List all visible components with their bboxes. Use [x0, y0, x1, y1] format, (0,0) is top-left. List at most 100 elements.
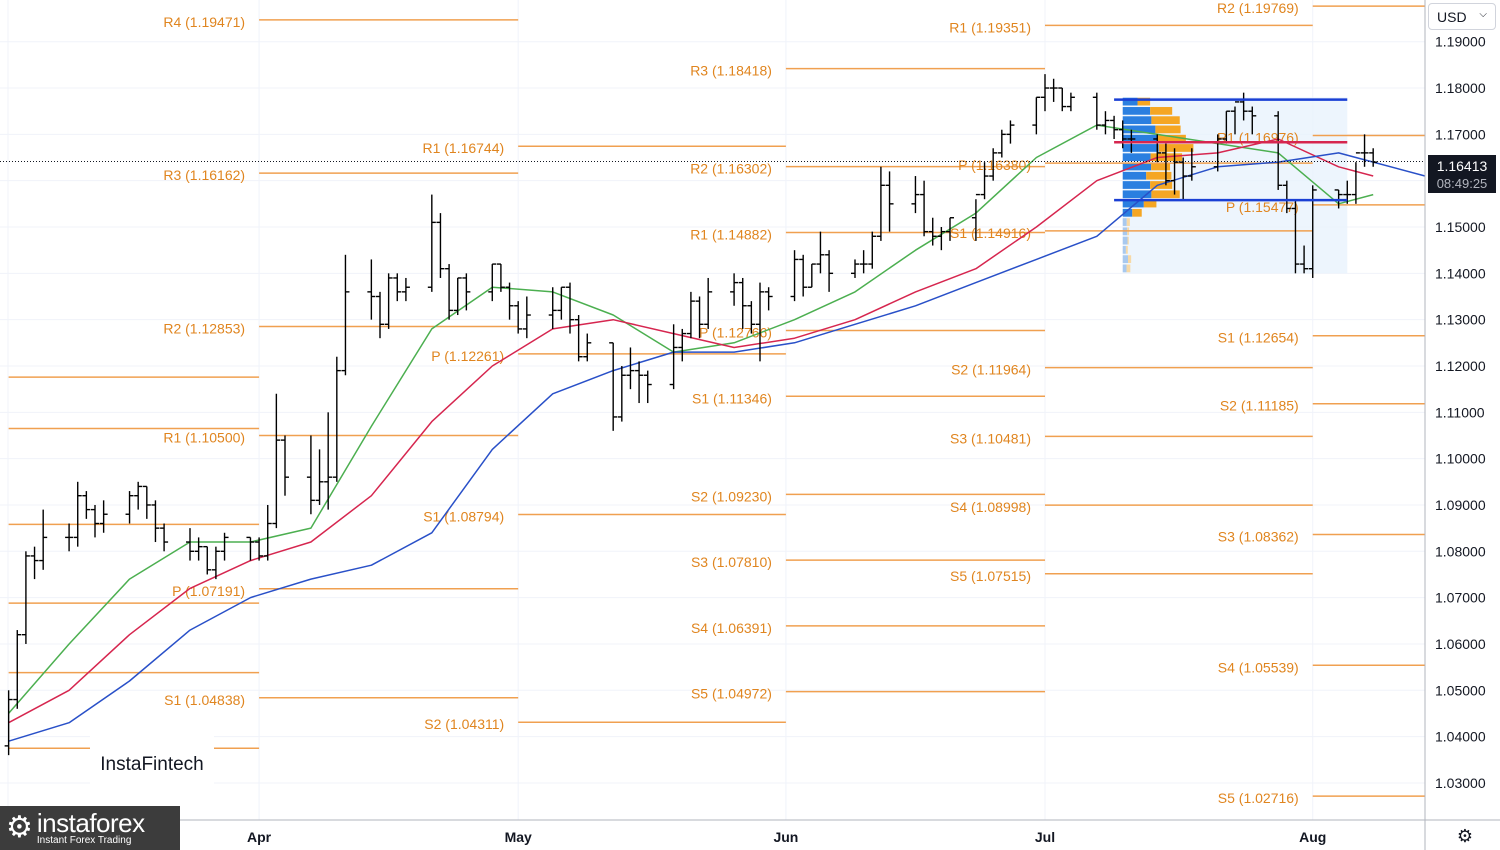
volume-profile-bar-orange [1151, 190, 1180, 199]
candle [1092, 92, 1101, 130]
pivot-level-label: R1 (1.10500) [163, 429, 245, 445]
pivot-level-label: S1 (1.11346) [692, 390, 772, 406]
candle [1110, 115, 1119, 139]
candle [747, 301, 756, 334]
candle [1300, 245, 1309, 274]
candle [1032, 96, 1041, 135]
candle [220, 532, 229, 561]
current-price-label: 1.16413 08:49:25 [1428, 155, 1496, 193]
candle [730, 273, 739, 306]
volume-profile-bar-orange [1132, 208, 1142, 217]
candle [997, 129, 1006, 158]
y-tick-label: 1.18000 [1435, 80, 1486, 96]
volume-profile-bar-orange [1157, 134, 1186, 143]
candle [1049, 78, 1058, 102]
candle [1058, 87, 1067, 112]
volume-profile-bar-blue [1122, 246, 1126, 254]
instaforex-logo: ⚙ instaforex Instant Forex Trading [0, 806, 180, 850]
logo-subtitle: Instant Forex Trading [36, 834, 132, 846]
y-tick-label: 1.19000 [1435, 34, 1486, 50]
candle [557, 286, 566, 320]
volume-profile-bar-blue [1122, 181, 1151, 189]
candle [548, 287, 557, 329]
candle [617, 365, 626, 422]
candle [462, 273, 471, 311]
candle [488, 263, 497, 302]
x-tick-label: Jul [1035, 829, 1055, 845]
candle [401, 277, 410, 302]
candle [186, 528, 194, 561]
candle [272, 393, 281, 529]
pivot-level-label: S1 (1.08794) [423, 509, 504, 525]
candle [13, 630, 22, 709]
candles [4, 74, 1378, 756]
candle [151, 500, 160, 543]
candle [4, 690, 13, 756]
candle [1360, 134, 1369, 167]
candle [756, 282, 764, 362]
candle [203, 545, 212, 575]
candle [1231, 101, 1239, 135]
candle [21, 551, 30, 644]
candle [980, 162, 989, 200]
candle [1153, 134, 1162, 163]
candle [99, 500, 108, 533]
candle [643, 370, 652, 404]
candle [738, 277, 747, 329]
candle [868, 231, 877, 269]
volume-profile-bar-blue [1122, 208, 1133, 217]
candle [609, 342, 618, 431]
volume-profile-bar-blue [1122, 218, 1127, 226]
volume-profile-bar-blue [1122, 153, 1151, 162]
candle [82, 491, 91, 519]
x-tick-label: Jun [773, 829, 798, 845]
candle [920, 180, 929, 237]
candle [946, 217, 954, 241]
candle [1161, 143, 1170, 186]
y-tick-label: 1.08000 [1435, 543, 1486, 559]
pivot-level-label: R4 (1.19471) [163, 14, 245, 30]
candle [514, 301, 523, 334]
candle [427, 194, 436, 292]
pivot-level-label: S5 (1.07515) [950, 568, 1031, 584]
pivot-level-label: S1 (1.14916) [950, 225, 1031, 241]
volume-profile-bar-orange [1150, 181, 1173, 189]
candle [393, 273, 402, 302]
volume-profile-bar-orange [1151, 116, 1180, 125]
candle [453, 277, 462, 316]
candle [306, 435, 315, 515]
currency-select[interactable]: USD ⌵ [1428, 3, 1496, 30]
moving-average-line [8, 138, 1374, 724]
candle [160, 523, 169, 552]
volume-profile-bar-orange [1137, 97, 1151, 106]
pivot-level-label: R3 (1.16162) [163, 167, 245, 183]
y-tick-label: 1.10000 [1435, 451, 1486, 467]
candle [704, 277, 713, 329]
candle [566, 282, 574, 334]
candle [341, 254, 350, 376]
candle [851, 259, 859, 278]
insta-fintech-text: InstaFintech [100, 754, 204, 775]
volume-profile-bar-blue [1122, 97, 1138, 106]
candle [1291, 199, 1300, 274]
pivot-level-label: P (1.07191) [172, 583, 245, 599]
moving-average-line [8, 124, 1374, 714]
candle [1170, 148, 1179, 195]
pivot-level-label: S2 (1.09230) [691, 488, 772, 504]
candle [194, 537, 203, 561]
candle [816, 231, 825, 274]
candle [807, 263, 816, 288]
pivot-level-label: R2 (1.19769) [1217, 0, 1299, 16]
pivot-level-label: S4 (1.08998) [950, 499, 1031, 515]
y-tick-label: 1.13000 [1435, 312, 1486, 328]
settings-icon[interactable]: ⚙ [1456, 826, 1474, 846]
candle [937, 227, 946, 251]
y-tick-label: 1.14000 [1435, 265, 1486, 281]
candle [764, 287, 773, 311]
candle [522, 296, 531, 339]
candle [635, 361, 644, 404]
pivot-level-label: R2 (1.16302) [690, 161, 772, 177]
candle [1006, 120, 1015, 144]
